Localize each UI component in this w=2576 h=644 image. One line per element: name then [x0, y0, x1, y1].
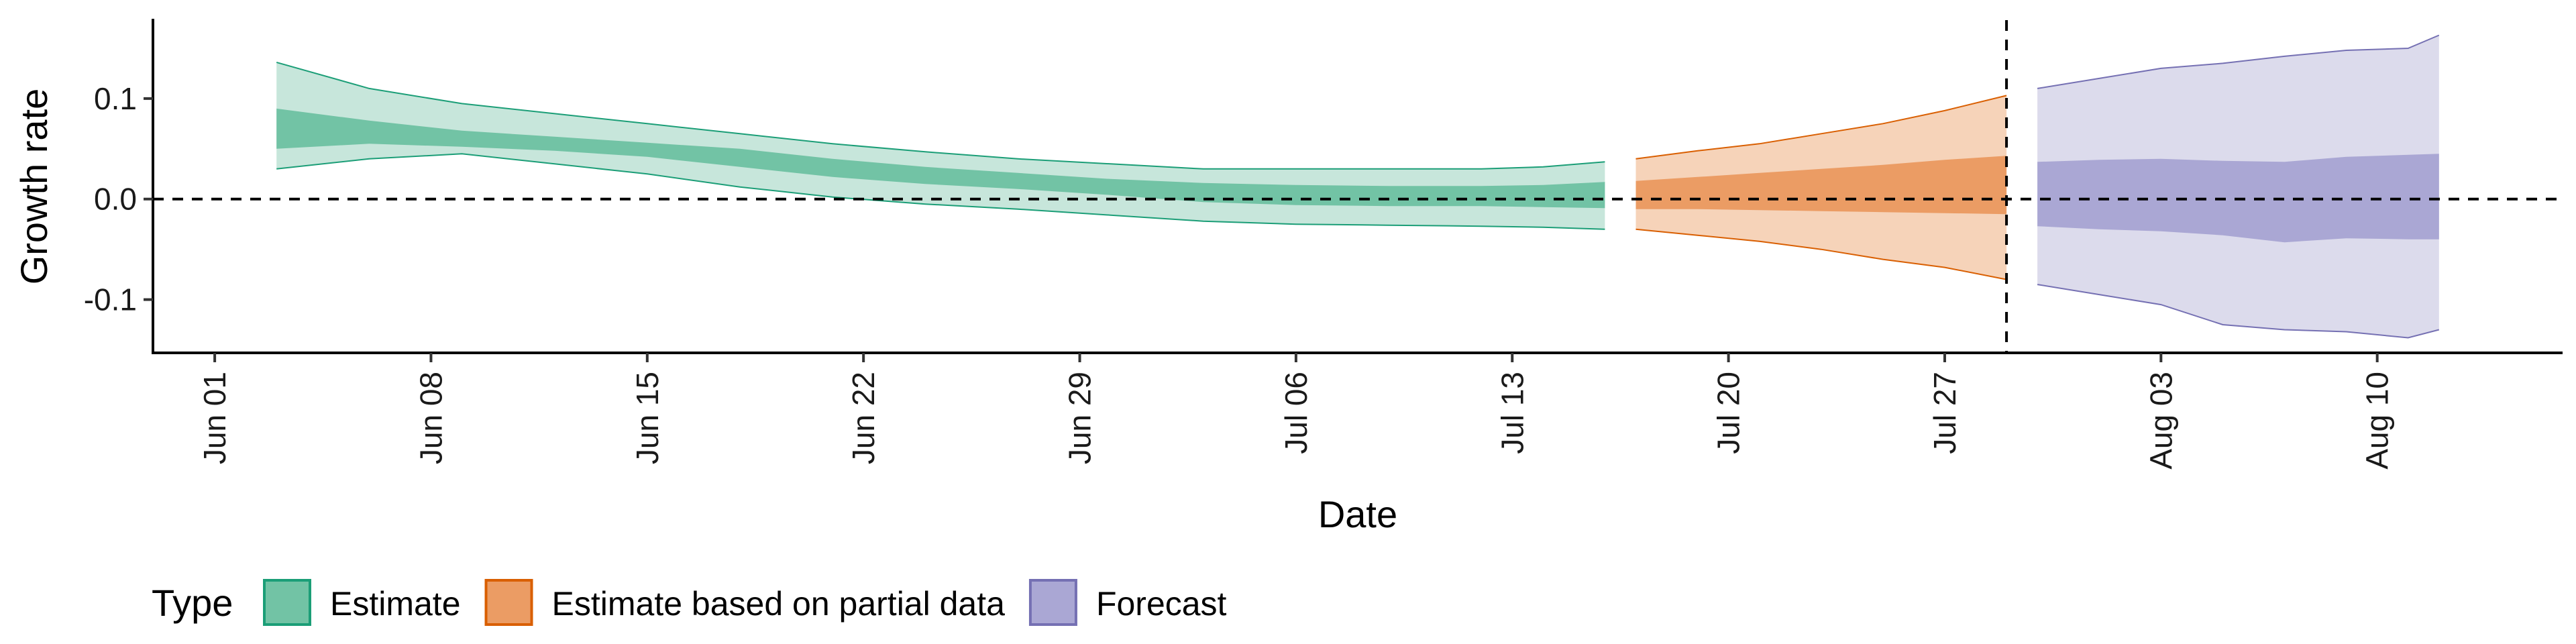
x-tick-label: Jun 15 [630, 372, 665, 464]
legend-label-estimate-based-on-partial-data: Estimate based on partial data [552, 585, 1006, 623]
legend-swatch-estimate-based-on-partial-data [484, 579, 533, 626]
x-tick-label: Jul 20 [1711, 372, 1746, 454]
legend-label-estimate: Estimate [330, 585, 461, 623]
x-tick-label: Jun 22 [846, 372, 881, 464]
legend-swatch-forecast [1028, 579, 1077, 626]
x-tick-label: Jun 29 [1063, 372, 1097, 464]
series-estimate [276, 61, 1605, 230]
series-forecast [2037, 34, 2440, 339]
outer-lower-edge-forecast [2037, 284, 2440, 339]
x-tick-label: Jul 27 [1927, 372, 1962, 454]
series-estimate-based-on-partial-data [1635, 95, 2007, 280]
outer-lower-edge-estimate [276, 153, 1605, 230]
outer-upper-edge-estimate-based-on-partial-data [1635, 95, 2007, 160]
x-tick-label: Jul 13 [1495, 372, 1529, 454]
y-tick-label: 0.0 [94, 182, 137, 217]
x-tick-label: Aug 03 [2143, 372, 2178, 470]
legend-item-forecast: Forecast [1028, 579, 1227, 626]
ribbon-layer [276, 34, 2440, 339]
legend-item-estimate: Estimate [263, 579, 461, 626]
inner-band-estimate [276, 108, 1605, 209]
outer-upper-edge-forecast [2037, 34, 2440, 89]
x-tick-label: Aug 10 [2360, 372, 2395, 470]
legend-item-estimate-based-on-partial-data: Estimate based on partial data [484, 579, 1006, 626]
tick-labels: Jun 01 Jun 08 Jun 15 Jun 22 Jun 29 Jul 06 Jul … [84, 81, 2395, 470]
x-tick-label: Jun 08 [413, 372, 448, 464]
y-tick-label: -0.1 [84, 282, 137, 317]
legend-title: Type [152, 582, 233, 624]
x-tick-label: Jun 01 [197, 372, 232, 464]
outer-upper-edge-estimate [276, 61, 1605, 170]
legend-swatch-estimate [263, 579, 311, 626]
legend: Type Estimate Estimate based on partial d… [152, 579, 1227, 626]
outer-lower-edge-estimate-based-on-partial-data [1635, 228, 2007, 280]
x-axis-title: Date [1318, 493, 1397, 535]
y-axis-title: Growth rate [13, 89, 55, 285]
x-tick-label: Jul 06 [1279, 372, 1313, 454]
reference-lines [153, 20, 2563, 353]
legend-label-forecast: Forecast [1096, 585, 1227, 623]
y-tick-label: 0.1 [94, 81, 137, 116]
